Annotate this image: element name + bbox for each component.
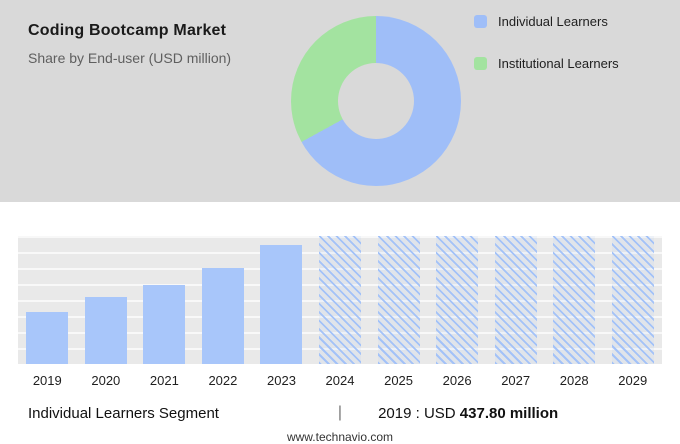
legend: Individual Learners Institutional Learne… bbox=[474, 14, 619, 71]
legend-label-individual: Individual Learners bbox=[498, 14, 608, 29]
header-text: Coding Bootcamp Market Share by End-user… bbox=[28, 22, 231, 66]
page-subtitle: Share by End-user (USD million) bbox=[28, 50, 232, 66]
bar-column-2029 bbox=[603, 236, 662, 364]
forecast-bar-2026 bbox=[436, 236, 479, 364]
legend-item-individual: Individual Learners bbox=[474, 14, 619, 29]
forecast-bar-2024 bbox=[319, 236, 361, 364]
forecast-bar-2025 bbox=[377, 236, 420, 364]
bar-column-2022 bbox=[194, 236, 253, 364]
x-label-2019: 2019 bbox=[32, 372, 62, 388]
legend-label-institutional: Institutional Learners bbox=[498, 56, 619, 71]
bar-2022 bbox=[201, 268, 244, 364]
page-title: Coding Bootcamp Market bbox=[28, 22, 227, 39]
caption-row: Individual Learners Segment | 2019 : USD… bbox=[28, 398, 652, 428]
bar-2020 bbox=[84, 297, 127, 364]
bar-column-2027 bbox=[486, 236, 545, 364]
bar-column-2020 bbox=[77, 236, 136, 364]
x-label-2022: 2022 bbox=[208, 372, 238, 388]
x-label-2026: 2026 bbox=[442, 372, 472, 388]
bar-column-2026 bbox=[428, 236, 487, 364]
forecast-bar-2028 bbox=[553, 236, 596, 364]
legend-item-institutional: Institutional Learners bbox=[474, 56, 619, 71]
legend-swatch-institutional bbox=[474, 57, 487, 70]
x-label-2027: 2027 bbox=[501, 372, 531, 388]
x-label-2029: 2029 bbox=[618, 372, 648, 388]
x-label-2025: 2025 bbox=[384, 372, 414, 388]
legend-swatch-individual bbox=[474, 15, 487, 28]
bar-column-2023 bbox=[252, 236, 311, 364]
stat-prefix: 2019 : USD bbox=[378, 404, 460, 422]
x-label-2021: 2021 bbox=[149, 372, 179, 388]
x-axis-labels: 2019 2020 2021 2022 2023 2024 2025 2026 2027 2028… bbox=[18, 364, 662, 396]
x-label-2024: 2024 bbox=[325, 372, 355, 388]
bar-column-2025 bbox=[369, 236, 428, 364]
donut-chart bbox=[291, 16, 461, 186]
forecast-bar-2029 bbox=[611, 236, 654, 364]
x-label-2020: 2020 bbox=[91, 372, 121, 388]
bar-column-2019 bbox=[18, 236, 77, 364]
bar-chart bbox=[18, 236, 662, 364]
x-label-2028: 2028 bbox=[559, 372, 589, 388]
header-panel: Coding Bootcamp Market Share by End-user… bbox=[0, 0, 680, 202]
x-label-2023: 2023 bbox=[267, 372, 296, 388]
segment-label: Individual Learners Segment bbox=[28, 404, 219, 422]
bar-series bbox=[18, 236, 662, 364]
website-footer: www.technavio.com bbox=[286, 430, 394, 444]
caption-separator: | bbox=[337, 404, 343, 421]
bar-column-2028 bbox=[545, 236, 604, 364]
bar-column-2021 bbox=[135, 236, 194, 364]
caption-stat: 2019 : USD 437.80 million bbox=[348, 405, 652, 422]
bar-2019 bbox=[26, 311, 69, 364]
stat-value: 437.80 million bbox=[459, 404, 559, 422]
bar-2021 bbox=[143, 284, 186, 364]
forecast-bar-2027 bbox=[494, 236, 537, 364]
bar-column-2024 bbox=[311, 236, 370, 364]
bar-2023 bbox=[260, 244, 303, 364]
donut-hole bbox=[338, 63, 414, 139]
